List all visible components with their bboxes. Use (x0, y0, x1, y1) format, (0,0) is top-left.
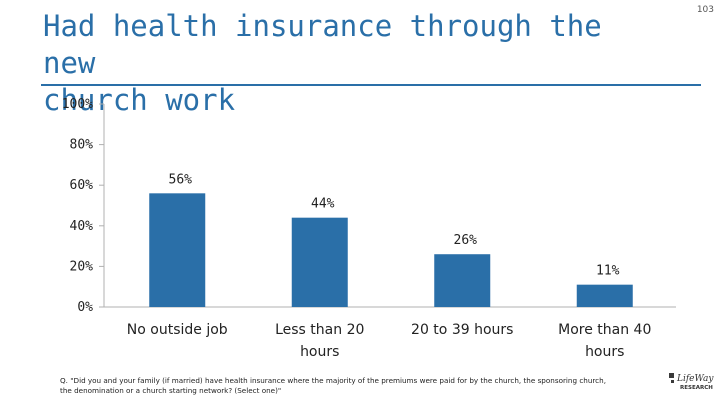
y-tick-label: 80% (70, 138, 94, 153)
bar (291, 217, 348, 307)
bar (576, 284, 633, 307)
y-tick-label: 100% (62, 97, 93, 112)
data-label: 26% (454, 233, 478, 248)
y-tick-label: 20% (70, 259, 94, 274)
page-number: 103 (696, 5, 714, 15)
svg-text:RESEARCH: RESEARCH (680, 385, 713, 391)
y-tick-label: 40% (70, 219, 94, 234)
data-label: 11% (596, 264, 620, 279)
x-category-label: 20 to 39 hours (411, 322, 513, 338)
bar (434, 254, 491, 307)
bar (149, 193, 206, 307)
x-category-label: hours (585, 344, 624, 360)
svg-text:LifeWay: LifeWay (676, 374, 714, 384)
lifeway-logo-icon: LifeWay RESEARCH (669, 373, 714, 391)
data-label: 56% (169, 172, 193, 187)
x-category-label: hours (300, 344, 339, 360)
survey-question-footnote: Q. "Did you and your family (if married)… (60, 376, 606, 395)
data-label: 44% (311, 197, 335, 212)
title-underline (41, 84, 701, 86)
x-category-label: Less than 20 (275, 322, 364, 338)
x-category-label: No outside job (127, 322, 228, 338)
y-tick-label: 60% (70, 178, 94, 193)
lifeway-research-logo: LifeWay RESEARCH (668, 370, 714, 398)
y-tick-label: 0% (77, 300, 93, 315)
x-category-label: More than 40 (558, 322, 651, 338)
slide-title: Had health insurance through the new chu… (43, 9, 602, 117)
